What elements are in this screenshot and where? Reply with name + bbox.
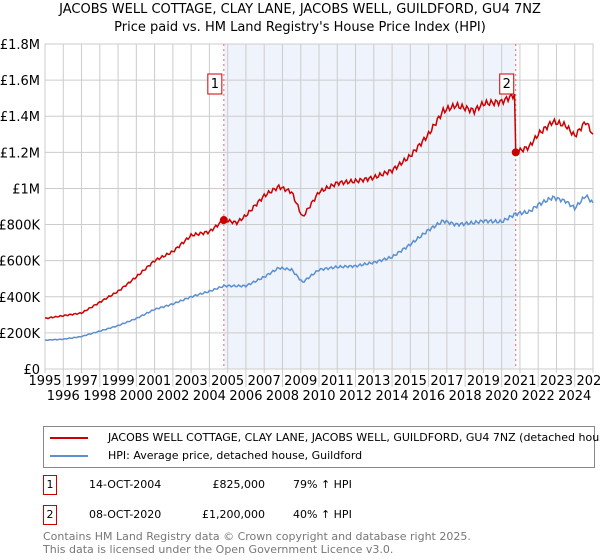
- x-tick-label: 2015: [394, 374, 427, 389]
- x-tick-label: 2010: [302, 389, 335, 404]
- y-tick-label: £600K: [0, 255, 40, 270]
- series-line-hpi: [44, 193, 594, 341]
- y-tick-label: £1.4M: [0, 110, 40, 125]
- x-tick-label: 2009: [284, 374, 317, 389]
- footer-line: Contains HM Land Registry data © Crown c…: [43, 530, 471, 543]
- x-tick-label: 1996: [47, 389, 80, 404]
- x-tick-label: 2017: [430, 374, 463, 389]
- shaded-period: [223, 44, 516, 369]
- legend-label-property: JACOBS WELL COTTAGE, CLAY LANE, JACOBS W…: [108, 431, 600, 444]
- y-tick-label: £1M: [12, 182, 40, 197]
- plot-border: [44, 43, 594, 370]
- footer: Contains HM Land Registry data © Crown c…: [43, 530, 471, 556]
- sale-label-box: [499, 73, 515, 95]
- sale-label: 1: [211, 77, 219, 92]
- legend: JACOBS WELL COTTAGE, CLAY LANE, JACOBS W…: [43, 426, 600, 468]
- x-tick-label: 2016: [412, 389, 445, 404]
- x-tick-label: 1999: [102, 374, 135, 389]
- sale-price: £1,200,000: [202, 508, 265, 521]
- sale-point: [219, 216, 228, 225]
- y-tick-label: £800K: [0, 219, 40, 234]
- sale-label: 2: [503, 77, 511, 92]
- x-tick-label: 2022: [522, 389, 555, 404]
- x-tick-label: 2008: [266, 389, 299, 404]
- sale-price: £825,000: [212, 478, 266, 491]
- x-tick-label: 2021: [503, 374, 536, 389]
- sale-hpi: 79% ↑ HPI: [293, 478, 352, 491]
- sale-point: [511, 148, 520, 157]
- legend-swatch-hpi: [50, 455, 88, 457]
- sale-hpi: 40% ↑ HPI: [293, 508, 352, 521]
- series-line-property: [44, 92, 594, 320]
- chart-title: JACOBS WELL COTTAGE, CLAY LANE, JACOBS W…: [59, 2, 541, 17]
- sale-badge: 2: [43, 505, 57, 525]
- x-tick-label: 2018: [449, 389, 482, 404]
- x-tick-label: 1995: [28, 374, 61, 389]
- x-tick-label: 2004: [193, 389, 226, 404]
- y-tick-label: £1.2M: [0, 146, 40, 161]
- sale-date: 14-OCT-2004: [89, 478, 162, 491]
- x-tick-label: 2019: [467, 374, 500, 389]
- y-tick-label: £1.8M: [0, 38, 40, 53]
- x-tick-label: 1998: [83, 389, 116, 404]
- x-tick-label: 2001: [138, 374, 171, 389]
- x-tick-label: 1997: [65, 374, 98, 389]
- x-tick-label: 2014: [376, 389, 409, 404]
- x-tick-label: 2024: [558, 389, 591, 404]
- sale-row-2: 2 08-OCT-2020 £1,200,000 40% ↑ HPI: [43, 505, 352, 525]
- x-tick-label: 2020: [485, 389, 518, 404]
- y-tick-label: £200K: [0, 327, 40, 342]
- y-tick-label: £0: [23, 363, 40, 378]
- x-tick-label: 2003: [175, 374, 208, 389]
- legend-label-hpi: HPI: Average price, detached house, Guil…: [108, 449, 363, 462]
- footer-line: This data is licensed under the Open Gov…: [43, 543, 394, 556]
- x-tick-label: 2013: [357, 374, 390, 389]
- sale-date: 08-OCT-2020: [89, 508, 162, 521]
- x-tick-label: 2000: [120, 389, 153, 404]
- x-tick-label: 2005: [211, 374, 244, 389]
- x-tick-label: 2023: [540, 374, 573, 389]
- x-tick-label: 2012: [339, 389, 372, 404]
- sale-row-1: 1 14-OCT-2004 £825,000 79% ↑ HPI: [43, 475, 352, 495]
- x-tick-label: 2007: [248, 374, 281, 389]
- x-tick-label: 2011: [321, 374, 354, 389]
- y-tick-label: £400K: [0, 291, 40, 306]
- legend-swatch-property: [50, 437, 88, 439]
- y-tick-label: £1.6M: [0, 74, 40, 89]
- chart-subtitle: Price paid vs. HM Land Registry's House …: [114, 20, 486, 35]
- x-tick-label: 2002: [156, 389, 189, 404]
- x-tick-label: 2006: [229, 389, 262, 404]
- sale-badge: 1: [43, 475, 57, 495]
- plot-area: £0 £200K £400K £600K £800K £1M £1.2M £1.4M £1.6M…: [0, 38, 600, 404]
- sale-label-box: [207, 73, 223, 95]
- x-tick-label: 2025: [576, 374, 600, 389]
